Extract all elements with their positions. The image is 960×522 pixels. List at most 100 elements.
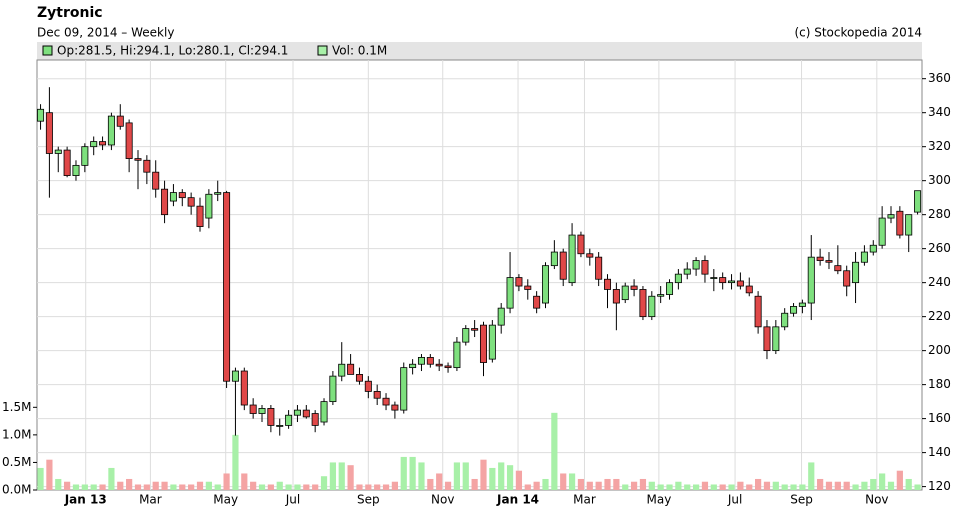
volume-bar: [143, 484, 150, 490]
y-tick-label: 340: [928, 105, 951, 119]
x-tick-label: Mar: [573, 493, 596, 507]
candle-body: [54, 149, 62, 154]
y-tick-label: 200: [928, 343, 951, 357]
volume-bar: [356, 484, 363, 490]
candle-body: [719, 277, 727, 284]
candle-body: [125, 122, 133, 159]
volume-bar: [188, 484, 195, 490]
volume-bar: [480, 459, 487, 490]
volume-bar: [675, 481, 682, 490]
candle-body: [506, 277, 514, 309]
candle-body: [90, 141, 98, 148]
candle-body: [214, 192, 222, 195]
x-tick-label: May: [213, 493, 238, 507]
volume-bar: [586, 481, 593, 490]
candle-body: [302, 409, 310, 418]
volume-bar: [37, 467, 44, 490]
candle-body: [364, 380, 372, 392]
volume-bar: [896, 470, 903, 490]
volume-bar: [374, 484, 381, 490]
volume-bar: [241, 473, 248, 490]
volume-bar: [365, 484, 372, 490]
y-tick-label: 300: [928, 173, 951, 187]
volume-bar: [329, 462, 336, 490]
candle-body: [639, 289, 647, 318]
volume-bar: [267, 484, 274, 490]
volume-bar: [790, 484, 797, 490]
volume-bar: [737, 481, 744, 490]
volume-bar: [46, 459, 53, 490]
x-tick-label: Jan 14: [496, 493, 539, 507]
volume-bar: [639, 478, 647, 490]
legend-entry: Op:281.5, Hi:294.1, Lo:280.1, Cl:294.1: [57, 44, 288, 58]
volume-bar: [666, 484, 673, 490]
candle-body: [648, 295, 656, 318]
candle-body: [710, 277, 718, 279]
volume-bar: [817, 478, 824, 490]
candle-body: [798, 302, 806, 307]
legend-swatch: [42, 45, 53, 56]
volume-bar: [843, 481, 850, 490]
y-tick-label: 160: [928, 411, 951, 425]
volume-bar: [108, 467, 115, 490]
x-tick-label: Sep: [790, 493, 813, 507]
x-tick-label: Sep: [357, 493, 380, 507]
volume-bar: [391, 481, 398, 490]
volume-bar: [276, 481, 283, 490]
volume-bar: [914, 484, 921, 490]
volume-bar: [382, 484, 390, 490]
x-tick-label: Nov: [431, 493, 454, 507]
candle-body: [869, 244, 877, 253]
volume-bar: [462, 462, 469, 490]
volume-bar: [427, 478, 434, 490]
candle-body: [178, 192, 186, 199]
candle-body: [391, 404, 399, 411]
volume-tick-label: 0.5M: [2, 455, 31, 469]
candle-body: [320, 401, 328, 423]
candle-body: [577, 234, 585, 255]
volume-bar: [205, 481, 212, 490]
x-tick-label: Jul: [285, 493, 300, 507]
volume-bar: [409, 456, 416, 490]
y-tick-label: 120: [928, 479, 951, 493]
y-tick-label: 320: [928, 139, 951, 153]
volume-bar: [55, 478, 62, 490]
volume-bar: [64, 481, 71, 490]
candle-body: [763, 326, 771, 352]
candle-body: [471, 328, 479, 331]
candle-body: [541, 265, 549, 304]
volume-bar: [72, 484, 80, 490]
candle-body: [630, 285, 638, 290]
candle-body: [488, 324, 496, 360]
volume-bar: [710, 484, 717, 490]
volume-bar: [905, 478, 912, 490]
volume-bar: [808, 462, 815, 490]
candle-body: [666, 282, 674, 295]
volume-bar: [595, 481, 602, 490]
candle-body: [37, 108, 45, 122]
volume-bar: [179, 484, 186, 490]
volume-bar: [551, 412, 558, 490]
candle-body: [400, 367, 408, 411]
volume-bar: [489, 467, 496, 490]
volume-bar: [657, 484, 664, 490]
candle-body: [462, 328, 470, 343]
volume-bar: [152, 481, 159, 490]
volume-bar: [772, 481, 779, 490]
volume-bar: [444, 481, 452, 490]
candle-body: [258, 408, 266, 414]
y-tick-label: 140: [928, 445, 951, 459]
volume-bar: [887, 481, 895, 490]
candle-body: [790, 306, 798, 314]
volume-bar: [320, 476, 328, 490]
volume-bar: [719, 484, 726, 490]
volume-bar: [453, 462, 461, 490]
x-tick-label: May: [646, 493, 671, 507]
candle-body: [604, 278, 612, 290]
volume-bar: [303, 484, 310, 490]
candle-body: [860, 251, 868, 263]
volume-bar: [506, 465, 514, 490]
candle-body: [169, 192, 177, 202]
candle-body: [533, 295, 541, 309]
candle-body: [745, 285, 753, 294]
